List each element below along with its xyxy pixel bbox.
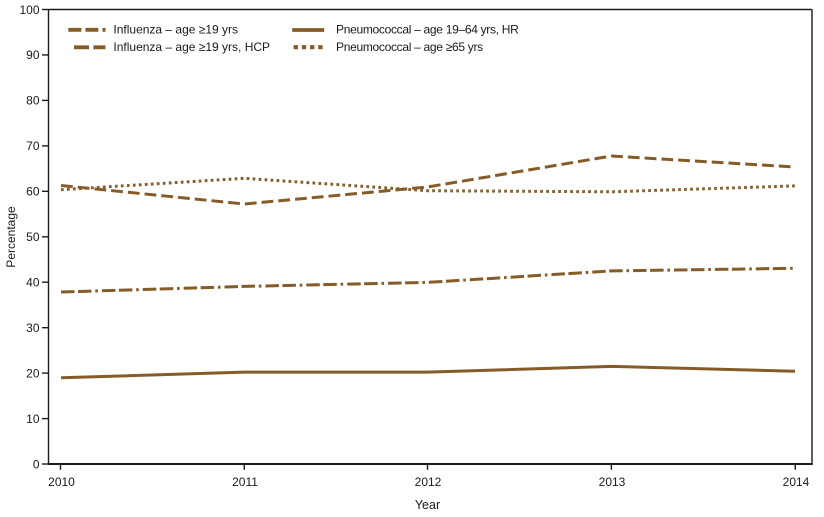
svg-text:100: 100 xyxy=(19,3,39,17)
svg-text:Pneumococcal – age 19–64 yrs,: Pneumococcal – age 19–64 yrs, HR xyxy=(336,22,519,36)
svg-text:60: 60 xyxy=(26,185,40,199)
svg-text:0: 0 xyxy=(33,457,40,471)
svg-text:50: 50 xyxy=(26,230,40,244)
svg-text:10: 10 xyxy=(26,412,40,426)
svg-text:Influenza – age ≥19 yrs: Influenza – age ≥19 yrs xyxy=(113,22,238,36)
svg-text:2012: 2012 xyxy=(415,475,442,489)
svg-text:2011: 2011 xyxy=(232,475,258,489)
svg-text:Year: Year xyxy=(415,498,440,512)
svg-text:40: 40 xyxy=(26,276,40,290)
svg-text:Pneumococcal – age ≥65 yrs: Pneumococcal – age ≥65 yrs xyxy=(336,40,483,54)
svg-text:2010: 2010 xyxy=(48,475,75,489)
svg-text:2013: 2013 xyxy=(599,475,626,489)
svg-text:20: 20 xyxy=(26,366,40,380)
svg-text:Influenza – age ≥19 yrs, HCP: Influenza – age ≥19 yrs, HCP xyxy=(113,40,270,54)
svg-text:70: 70 xyxy=(26,139,40,153)
svg-text:Percentage: Percentage xyxy=(4,206,18,268)
svg-text:90: 90 xyxy=(26,48,40,62)
svg-text:30: 30 xyxy=(26,321,40,335)
svg-text:80: 80 xyxy=(26,94,40,108)
svg-text:2014: 2014 xyxy=(783,475,810,489)
